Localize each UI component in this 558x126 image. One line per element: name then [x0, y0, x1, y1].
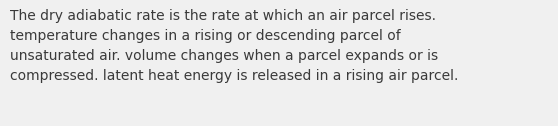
Text: The dry adiabatic rate is the rate at which an air parcel rises.
temperature cha: The dry adiabatic rate is the rate at wh… [10, 9, 459, 83]
